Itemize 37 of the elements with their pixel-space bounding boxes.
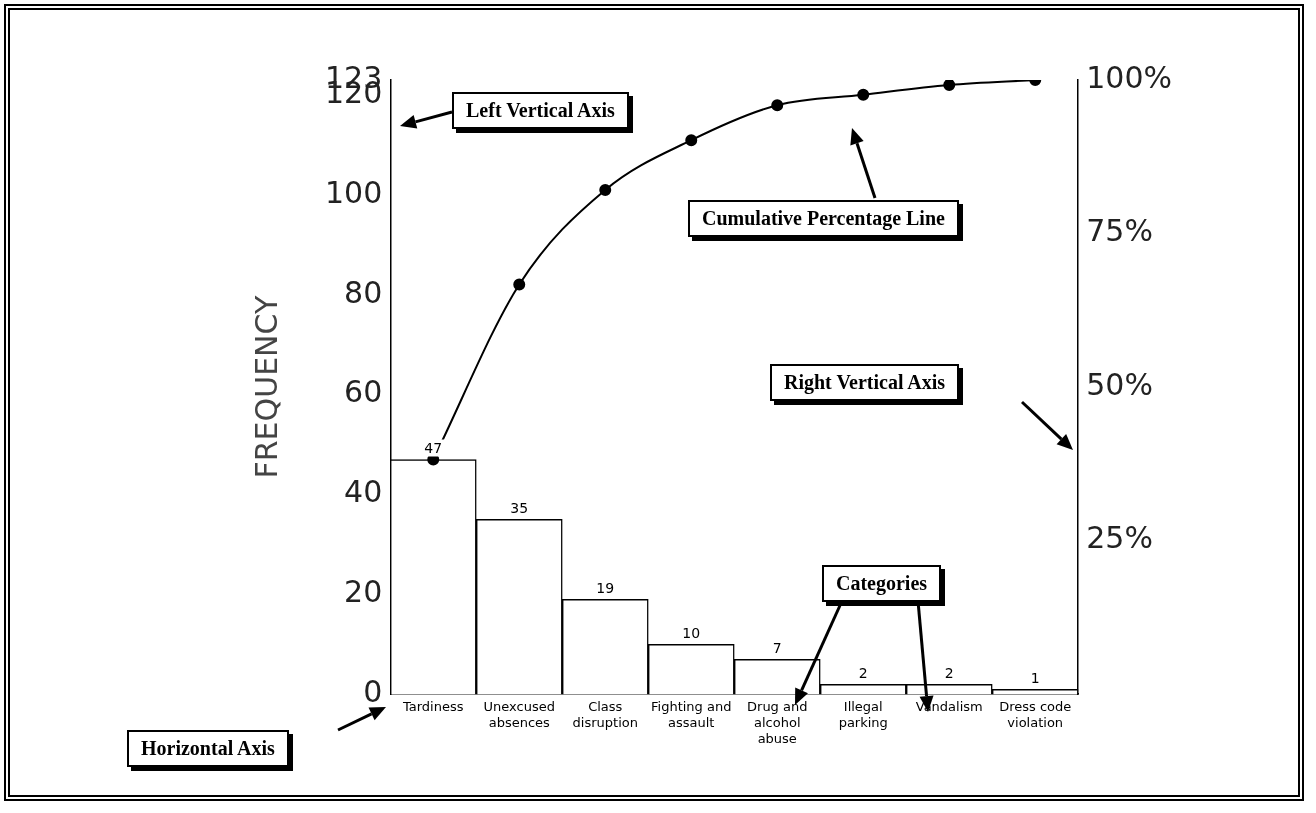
point xyxy=(857,88,870,101)
annotation: Cumulative Percentage Line xyxy=(688,200,959,237)
y-tick-label: 0 xyxy=(363,674,383,709)
x-tick-label: Drug and alcohol abuse xyxy=(747,699,808,746)
text: Horizontal Axis xyxy=(127,730,289,767)
point xyxy=(599,183,612,196)
point xyxy=(513,278,526,291)
point xyxy=(685,134,698,147)
data-label: 35 xyxy=(510,500,529,517)
point xyxy=(771,99,784,112)
y-tick-label: 60 xyxy=(344,374,383,410)
y-axis-title: FREQUENCY xyxy=(248,295,284,479)
data-label: 2 xyxy=(858,664,868,681)
x-tick-label: Unexcused absences xyxy=(483,699,555,730)
x-tick-label: Tardiness xyxy=(401,699,464,715)
data-label: 2 xyxy=(944,664,954,681)
y2-tick-label: 50% xyxy=(1086,366,1153,402)
data-label: 19 xyxy=(596,579,615,596)
annotation: Right Vertical Axis xyxy=(770,364,960,401)
data-label: 47 xyxy=(424,440,443,457)
point xyxy=(943,80,956,91)
y2-tick-label: 100% xyxy=(1086,59,1173,95)
annotation: Categories xyxy=(822,565,942,602)
x-tick-label: Fighting and assault xyxy=(651,699,732,730)
data-label: 1 xyxy=(1030,669,1040,686)
y-tick-label: 40 xyxy=(344,474,383,510)
y2-tick-label: 75% xyxy=(1086,213,1153,249)
y-tick-label: 80 xyxy=(344,274,383,310)
y2-tick-label: 25% xyxy=(1086,520,1153,556)
y-tick-label: 100 xyxy=(325,174,383,210)
annotation: Left Vertical Axis xyxy=(452,92,629,129)
x-tick-label: Class disruption xyxy=(572,699,638,730)
y-tick-label: 20 xyxy=(344,574,383,610)
data-label: 10 xyxy=(682,624,701,641)
x-tick-label: Illegal parking xyxy=(838,699,888,730)
x-tick-label: Dress code violation xyxy=(999,699,1072,730)
data-label: 7 xyxy=(772,639,782,656)
